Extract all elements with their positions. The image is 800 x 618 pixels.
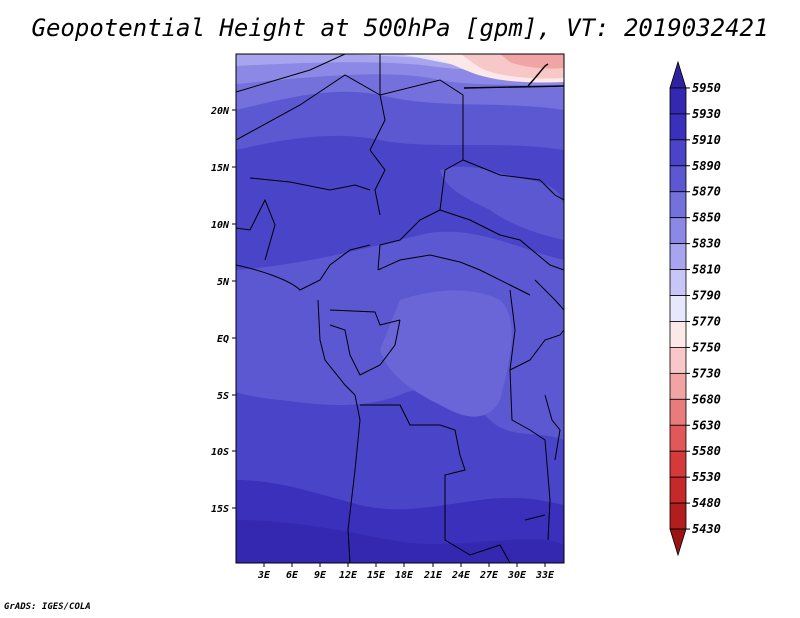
colorbar-segment bbox=[669, 321, 687, 348]
lon-label-3e: 3E bbox=[257, 570, 271, 581]
lat-label-10n: 10N bbox=[211, 220, 230, 231]
colorbar-label: 5430 bbox=[692, 522, 721, 536]
colorbar-label: 5730 bbox=[692, 366, 721, 380]
lat-label-20n: 20N bbox=[210, 106, 230, 117]
colorbar-segment bbox=[669, 139, 687, 167]
colorbar-label: 5930 bbox=[692, 107, 721, 121]
lon-label-9e: 9E bbox=[314, 570, 327, 581]
lat-label-eq: EQ bbox=[217, 334, 229, 345]
latitude-axis: 20N 15N 10N 5N EQ 5S 10S 15S bbox=[210, 106, 236, 515]
colorbar-segment bbox=[669, 502, 687, 530]
lon-label-27e: 27E bbox=[479, 570, 499, 581]
colorbar-label: 5850 bbox=[692, 211, 721, 225]
colorbar: 5950 5930 5910 5890 5870 5850 5830 5810 5790 5770… bbox=[669, 60, 721, 557]
longitude-axis: 3E 6E 9E 12E 15E 18E 21E 24E 27E 30E 33E bbox=[257, 563, 555, 581]
colorbar-segment bbox=[669, 347, 687, 374]
colorbar-label: 5790 bbox=[692, 289, 721, 303]
lat-label-15s: 15S bbox=[211, 504, 229, 515]
colorbar-label: 5910 bbox=[692, 133, 721, 147]
colorbar-segment bbox=[669, 243, 687, 270]
chart-title: Geopotential Height at 500hPa [gpm], VT:… bbox=[31, 14, 769, 42]
lat-label-5n: 5N bbox=[217, 277, 230, 288]
lon-label-30e: 30E bbox=[507, 570, 527, 581]
colorbar-label: 5630 bbox=[692, 418, 721, 432]
colorbar-label: 5770 bbox=[692, 314, 721, 328]
colorbar-label: 5480 bbox=[692, 496, 721, 510]
colorbar-segment bbox=[669, 476, 687, 504]
lat-label-10s: 10S bbox=[211, 447, 229, 458]
lat-label-5s: 5S bbox=[217, 391, 229, 402]
coastline-northeast bbox=[463, 63, 564, 89]
lon-label-24e: 24E bbox=[451, 570, 471, 581]
colorbar-segment bbox=[669, 398, 687, 426]
colorbar-segment bbox=[669, 87, 687, 115]
colorbar-top-arrow bbox=[669, 60, 687, 89]
lon-label-21e: 21E bbox=[423, 570, 443, 581]
country-borders bbox=[236, 54, 564, 563]
colorbar-segment bbox=[669, 450, 687, 478]
colorbar-label: 5530 bbox=[692, 470, 721, 484]
colorbar-segment bbox=[669, 217, 687, 245]
map-frame bbox=[235, 53, 565, 564]
lon-label-6e: 6E bbox=[286, 570, 299, 581]
lon-label-12e: 12E bbox=[339, 570, 358, 581]
colorbar-label: 5950 bbox=[692, 81, 721, 95]
lon-label-18e: 18E bbox=[395, 570, 414, 581]
colorbar-label: 5750 bbox=[692, 340, 721, 354]
colorbar-segment bbox=[669, 191, 687, 219]
colorbar-label: 5830 bbox=[692, 237, 721, 251]
colorbar-segment bbox=[669, 113, 687, 141]
colorbar-segment bbox=[669, 165, 687, 193]
grads-credit: GrADS: IGES/COLA bbox=[4, 602, 91, 612]
height-field bbox=[236, 54, 564, 563]
colorbar-label: 5810 bbox=[692, 263, 721, 277]
colorbar-label: 5890 bbox=[692, 159, 721, 173]
colorbar-label: 5580 bbox=[692, 444, 721, 458]
colorbar-segment bbox=[669, 295, 687, 322]
colorbar-label: 5680 bbox=[692, 392, 721, 406]
lon-label-15e: 15E bbox=[367, 570, 386, 581]
colorbar-segment bbox=[669, 269, 687, 296]
lat-label-15n: 15N bbox=[211, 163, 230, 174]
colorbar-segment bbox=[669, 424, 687, 452]
colorbar-bottom-arrow bbox=[669, 528, 687, 557]
lon-label-33e: 33E bbox=[535, 570, 555, 581]
colorbar-segment bbox=[669, 372, 687, 400]
colorbar-label: 5870 bbox=[692, 185, 721, 199]
